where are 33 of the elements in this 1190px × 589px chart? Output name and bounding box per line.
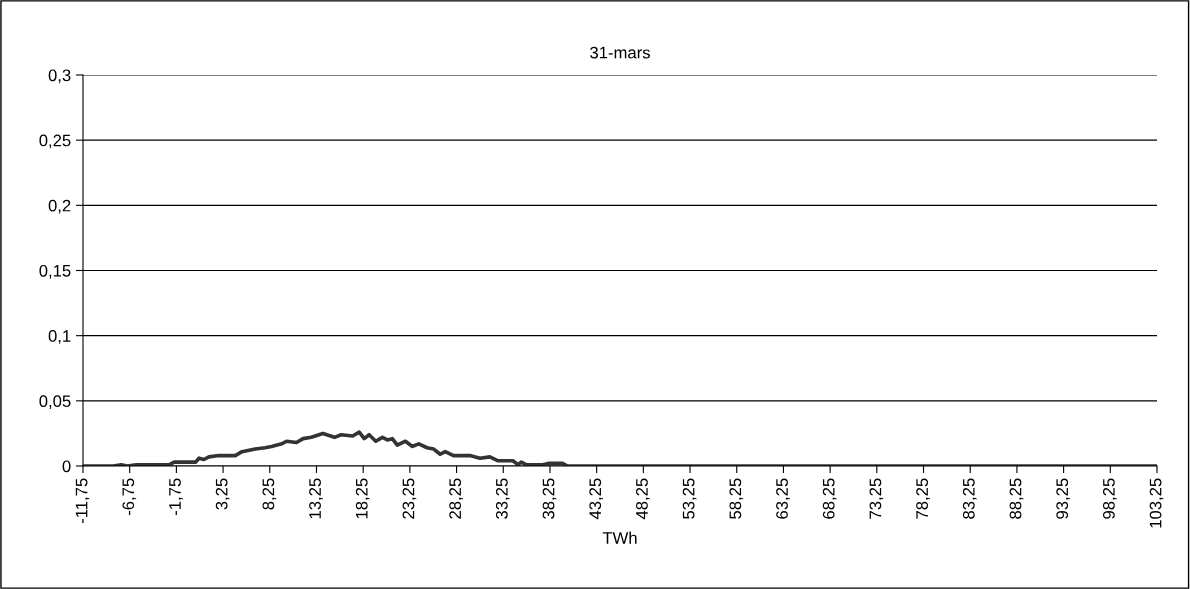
chart-title: 31-mars (590, 46, 650, 59)
x-tick-label: 33,25 (495, 478, 510, 519)
x-tick-label: 8,25 (262, 478, 277, 510)
x-tick-label: 83,25 (962, 478, 977, 519)
x-tick-label: 23,25 (402, 478, 417, 519)
x-tick-label: 73,25 (869, 478, 884, 519)
x-tick-label: 103,25 (1149, 478, 1164, 528)
x-tick-label: 13,25 (309, 478, 323, 519)
x-tick-label: 3,25 (215, 478, 230, 510)
x-tick-label: 98,25 (1102, 478, 1117, 519)
y-tick-label: 0,25 (39, 134, 71, 149)
y-tick-label: 0,05 (39, 395, 71, 410)
x-tick-label: 93,25 (1056, 478, 1071, 519)
x-tick-label: 63,25 (776, 478, 790, 519)
x-tick-label: 58,25 (729, 478, 744, 519)
x-tick-label: 53,25 (682, 478, 697, 519)
x-tick-label: 43,25 (589, 478, 604, 520)
x-tick-label: 48,25 (636, 478, 650, 520)
x-tick-label: 68,25 (822, 478, 837, 519)
x-axis-title: TWh (602, 531, 637, 544)
x-tick-label: 18,25 (355, 478, 370, 519)
y-tick-label: 0,2 (48, 199, 71, 214)
y-tick-label: 0 (62, 460, 71, 473)
x-tick-label: 28,25 (449, 478, 464, 519)
x-tick-label: 88,25 (1009, 478, 1024, 519)
x-tick-label: -6,75 (122, 478, 137, 516)
x-tick-label: 78,25 (916, 478, 930, 519)
y-tick-label: 0,15 (39, 264, 71, 279)
y-tick-label: 0,3 (48, 69, 71, 84)
y-tick-label: 0,1 (48, 330, 71, 344)
x-tick-label: 38,25 (542, 478, 557, 519)
x-tick-label: -1,75 (169, 478, 183, 516)
x-tick-label: -11,75 (75, 478, 90, 524)
